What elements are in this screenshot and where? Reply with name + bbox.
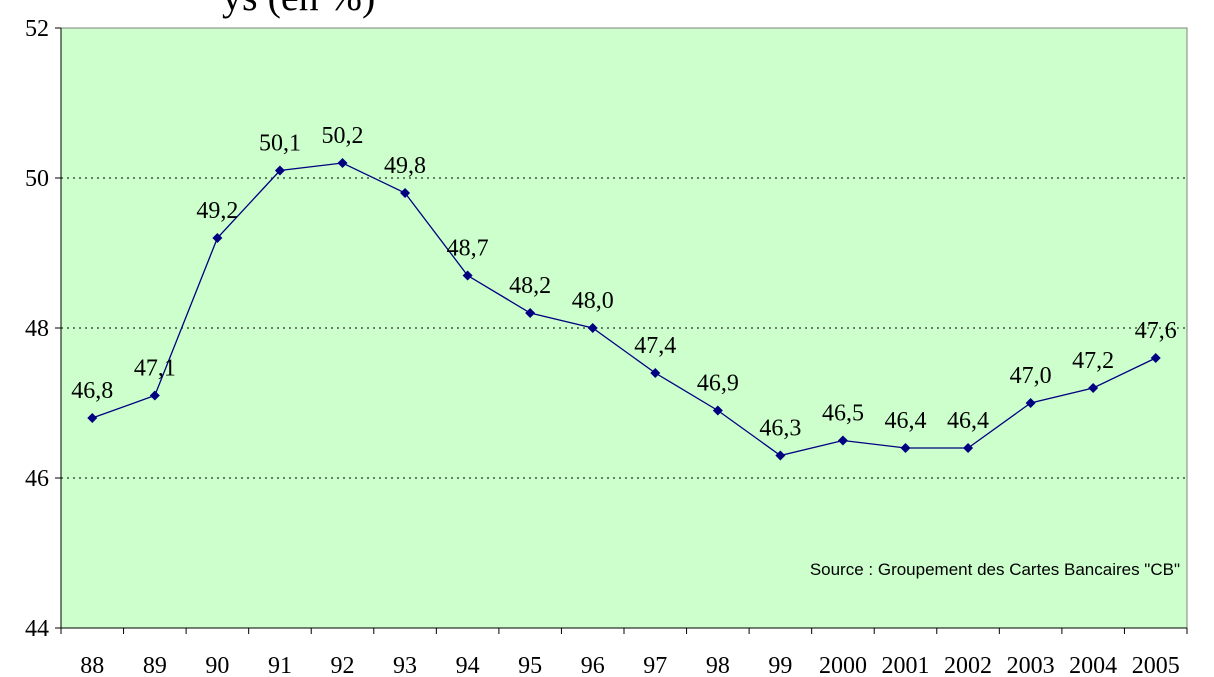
x-tick-label: 97	[643, 653, 667, 677]
y-axis: 44 46 48 50 52	[25, 16, 62, 642]
y-tick-label: 48	[25, 316, 49, 342]
x-tick-label: 93	[393, 653, 417, 677]
x-tick-label: 98	[706, 653, 730, 677]
data-series	[87, 158, 1161, 461]
source-note: Source : Groupement des Cartes Bancaires…	[810, 560, 1180, 579]
y-tick-label: 44	[25, 616, 49, 642]
data-point	[462, 270, 473, 281]
data-point	[149, 390, 160, 401]
y-tick-label: 46	[25, 466, 49, 492]
data-point	[1025, 398, 1036, 408]
x-tick-label: 96	[581, 653, 605, 677]
data-point	[337, 158, 348, 168]
data-point	[525, 308, 536, 318]
data-label: 50,1	[259, 131, 301, 157]
data-point	[87, 413, 98, 423]
x-tick-label: 92	[331, 653, 355, 677]
data-point	[650, 368, 661, 378]
data-point	[963, 443, 974, 453]
data-point	[274, 165, 285, 176]
x-axis: 88 89 90 91 92 93 94 95 96 97 98 99 2000 2001 2002 2003…	[60, 627, 1188, 677]
x-tick-label: 2003	[1007, 653, 1055, 677]
x-tick-label: 2004	[1069, 653, 1117, 677]
data-label: 48,0	[572, 288, 614, 314]
data-label: 47,1	[134, 356, 176, 382]
data-point	[712, 405, 723, 416]
data-label: 48,2	[509, 273, 551, 299]
y-tick-label: 52	[25, 16, 49, 42]
data-point	[587, 323, 598, 333]
data-label: 46,5	[822, 401, 864, 427]
x-tick-label: 2002	[944, 653, 992, 677]
x-tick-label: 94	[456, 653, 480, 677]
data-point	[400, 188, 411, 198]
data-label: 47,4	[634, 333, 676, 359]
x-tick-label: 2000	[819, 653, 867, 677]
data-label: 47,0	[1010, 363, 1052, 389]
x-tick-label: 88	[80, 653, 104, 677]
x-tick-label: 99	[768, 653, 792, 677]
x-tick-label: 95	[518, 653, 542, 677]
data-label: 49,2	[196, 198, 238, 224]
data-label: 47,6	[1135, 318, 1177, 344]
chart-title-fragment: ys (en %)	[222, 0, 375, 19]
data-label: 46,4	[885, 408, 927, 434]
y-tick-label: 50	[25, 166, 49, 192]
x-tick-label: 91	[268, 653, 292, 677]
data-label: 50,2	[322, 123, 364, 149]
data-point	[900, 443, 911, 453]
data-label: 46,9	[697, 371, 739, 397]
data-label: 46,3	[759, 416, 801, 442]
data-point	[837, 435, 848, 446]
gridlines	[61, 177, 1187, 479]
data-label: 46,8	[71, 378, 113, 404]
data-label: 49,8	[384, 153, 426, 179]
x-tick-label: 89	[143, 653, 167, 677]
x-tick-label: 2005	[1132, 653, 1180, 677]
x-tick-label: 90	[205, 653, 229, 677]
data-labels: 46,8 47,1 49,2 50,1 50,2 49,8 48,7 48,2 48,0 47,4…	[71, 123, 1176, 442]
data-label: 48,7	[447, 236, 489, 262]
data-point	[1088, 383, 1099, 393]
data-label: 46,4	[947, 408, 989, 434]
series-line	[92, 162, 1157, 457]
x-tick-label: 2001	[882, 653, 930, 677]
data-point	[212, 233, 223, 243]
data-point	[775, 450, 786, 461]
data-label: 47,2	[1072, 348, 1114, 374]
data-point	[1150, 353, 1161, 363]
